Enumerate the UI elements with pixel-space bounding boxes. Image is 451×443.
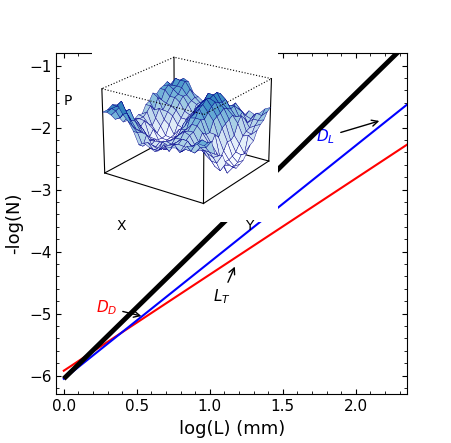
Text: $D_D$: $D_D$ xyxy=(96,298,139,317)
Text: P: P xyxy=(64,93,72,108)
Y-axis label: -log(N): -log(N) xyxy=(5,193,23,254)
Text: X: X xyxy=(117,219,126,233)
Text: Y: Y xyxy=(244,219,253,233)
X-axis label: log(L) (mm): log(L) (mm) xyxy=(178,420,284,438)
Text: $D_L$: $D_L$ xyxy=(316,120,377,146)
Text: $L_T$: $L_T$ xyxy=(212,268,234,306)
